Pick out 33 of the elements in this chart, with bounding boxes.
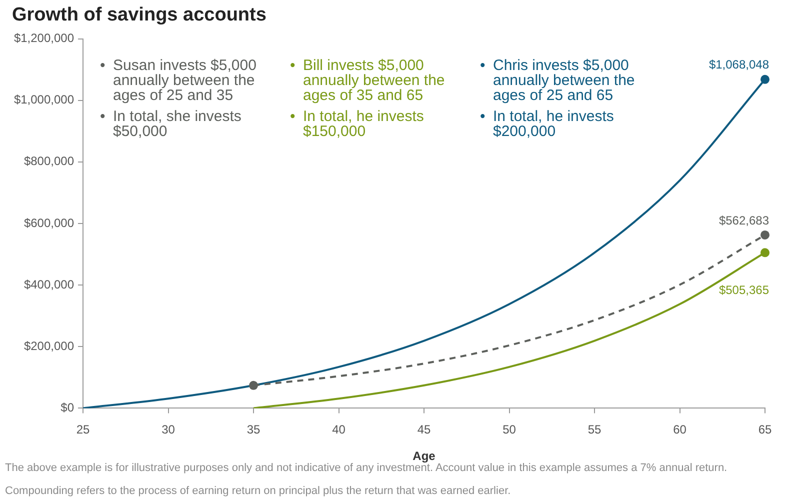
x-axis-title: Age (412, 449, 436, 464)
y-tick-label: $600,000 (24, 216, 74, 230)
y-tick-label: $400,000 (24, 277, 74, 292)
x-tick-label: 45 (417, 422, 431, 437)
x-tick-label: 65 (758, 422, 772, 437)
point (249, 380, 258, 390)
annotation: • In total, he invests $200,000 (480, 108, 615, 140)
annotation: • Bill invests $5,000 annually between the ages of 35 and 65 (290, 57, 446, 104)
text: Compounding refers to the process of earning return on principal plus the return that was earned earlier. (5, 485, 512, 498)
x-tick-label: 30 (162, 422, 176, 437)
data-label: $505,365 (718, 282, 770, 297)
x-tick-label: 60 (673, 422, 687, 437)
annotation: • In total, she invests $50,000 (100, 108, 242, 140)
x-tick-label: 50 (502, 422, 516, 437)
data-label: $1,068,048 (708, 58, 770, 72)
x-tick-label: 35 (246, 422, 260, 437)
y-tick-label: $1,000,000 (14, 92, 74, 107)
y-tick-label: $1,200,000 (14, 31, 74, 46)
y-tick-label: $800,000 (24, 154, 74, 168)
point (760, 230, 770, 240)
x-tick-label: 40 (332, 422, 346, 437)
y-tick-label: $200,000 (24, 338, 74, 353)
annotation: • Chris invests $5,000 annually between the ages of 25 and 65 (480, 57, 636, 104)
x-tick-label: 55 (588, 422, 602, 437)
annotation: • Susan invests $5,000 annually between the ages of 25 and 35 (100, 57, 258, 104)
point (760, 74, 770, 84)
data-label: $562,683 (718, 213, 770, 228)
point (760, 248, 770, 258)
y-tick-label: $0 (60, 400, 74, 415)
x-tick-label: 25 (76, 422, 90, 437)
annotation: • In total, he invests $150,000 (290, 108, 425, 140)
chart-title: Growth of savings accounts (12, 4, 266, 26)
text: The above example is for illustrative purposes only and not indicative of any investment. Account value in this example assumes a 7% annual return. (5, 462, 728, 475)
